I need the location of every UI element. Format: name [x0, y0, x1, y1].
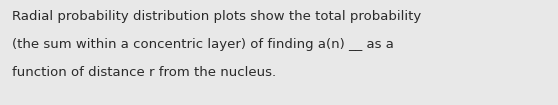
- Text: function of distance r from the nucleus.: function of distance r from the nucleus.: [12, 66, 276, 79]
- Text: Radial probability distribution plots show the total probability: Radial probability distribution plots sh…: [12, 10, 421, 23]
- Text: (the sum within a concentric layer) of finding a(n) __ as a: (the sum within a concentric layer) of f…: [12, 38, 394, 51]
